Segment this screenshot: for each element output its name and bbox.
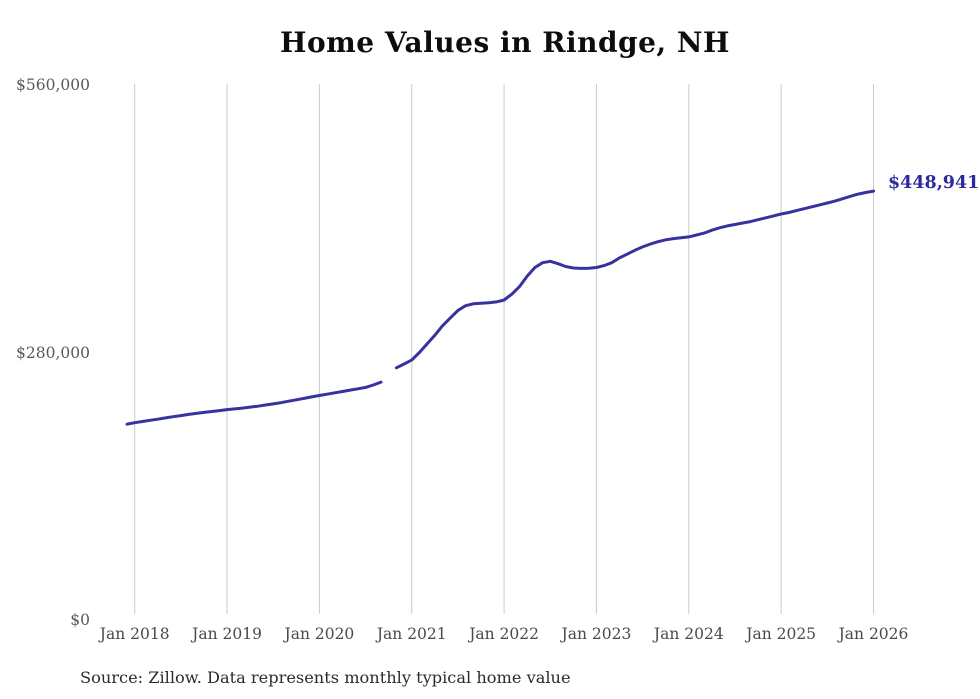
x-tick-label: Jan 2024: [653, 625, 724, 643]
y-tick-label: $560,000: [16, 76, 90, 94]
x-tick-label: Jan 2022: [469, 625, 539, 643]
chart-title: Home Values in Rindge, NH: [280, 26, 730, 59]
home-value-line: [125, 380, 383, 426]
x-tick-label: Jan 2020: [284, 625, 355, 643]
home-value-line: [394, 189, 875, 370]
latest-value-label: $448,941: [888, 173, 980, 193]
x-tick-label: Jan 2018: [99, 625, 170, 643]
x-tick-label: Jan 2019: [192, 625, 262, 643]
x-tick-label: Jan 2026: [838, 625, 909, 643]
source-note: Source: Zillow. Data represents monthly …: [80, 668, 571, 687]
y-tick-label: $0: [70, 611, 90, 629]
y-tick-label: $280,000: [16, 343, 90, 362]
x-tick-label: Jan 2025: [746, 625, 817, 643]
x-tick-label: Jan 2021: [376, 625, 447, 643]
x-tick-label: Jan 2023: [561, 625, 632, 643]
